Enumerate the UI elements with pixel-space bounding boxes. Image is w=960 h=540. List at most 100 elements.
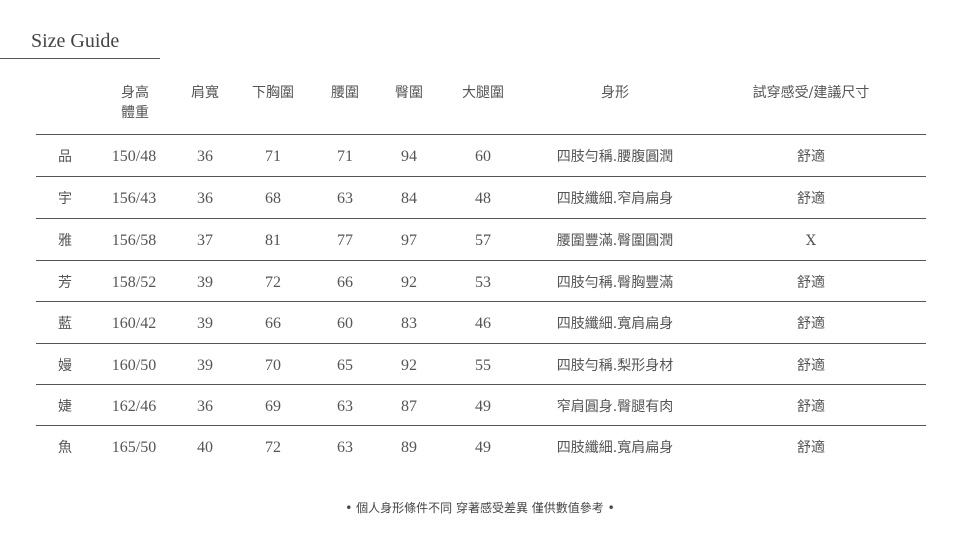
cell-underbust: 72: [265, 274, 281, 291]
cell-shoulder: 39: [197, 274, 213, 291]
cell-thigh: 49: [475, 398, 491, 415]
cell-fit: 舒適: [797, 149, 825, 165]
cell-fit: 舒適: [797, 275, 825, 291]
table-row: 嫚 160/50 39 70 65 92 55 四肢勻稱.梨形身材 舒適: [0, 356, 960, 376]
cell-name: 宇: [58, 191, 72, 207]
cell-name: 婕: [58, 399, 72, 415]
cell-underbust: 70: [265, 357, 281, 374]
cell-underbust: 71: [265, 148, 281, 165]
cell-thigh: 53: [475, 274, 491, 291]
cell-fit: 舒適: [797, 399, 825, 415]
row-divider: [36, 134, 926, 135]
header-thigh: 大腿圍: [462, 85, 504, 101]
cell-shape: 四肢勻稱.臀胸豐滿: [556, 275, 674, 291]
cell-hip: 94: [401, 148, 417, 165]
cell-shape: 四肢勻稱.腰腹圓潤: [556, 149, 674, 165]
cell-hip: 87: [401, 398, 417, 415]
cell-fit: 舒適: [797, 316, 825, 332]
cell-name: 藍: [58, 316, 72, 332]
cell-thigh: 48: [475, 190, 491, 207]
cell-waist: 63: [337, 398, 353, 415]
cell-hip: 83: [401, 315, 417, 332]
cell-hw: 158/52: [111, 274, 157, 291]
cell-fit: X: [806, 233, 816, 249]
row-divider: [36, 384, 926, 385]
cell-underbust: 66: [265, 315, 281, 332]
row-divider: [36, 425, 926, 426]
cell-hip: 97: [401, 232, 417, 249]
cell-shoulder: 39: [197, 357, 213, 374]
cell-hw: 156/43: [111, 190, 157, 207]
cell-fit: 舒適: [797, 358, 825, 374]
row-divider: [36, 260, 926, 261]
row-divider: [36, 218, 926, 219]
cell-shoulder: 36: [197, 190, 213, 207]
cell-hip: 92: [401, 274, 417, 291]
cell-shape: 四肢纖細.寬肩扁身: [556, 440, 674, 456]
cell-hw: 150/48: [111, 148, 157, 165]
cell-fit: 舒適: [797, 191, 825, 207]
cell-thigh: 55: [475, 357, 491, 374]
row-divider: [36, 343, 926, 344]
cell-thigh: 49: [475, 439, 491, 456]
cell-name: 魚: [58, 440, 72, 456]
row-divider: [36, 176, 926, 177]
cell-fit: 舒適: [797, 440, 825, 456]
header-hip: 臀圍: [395, 85, 423, 101]
footer-note: • 個人身形條件不同 穿著感受差異 僅供數值參考 •: [345, 501, 615, 515]
cell-hip: 89: [401, 439, 417, 456]
cell-shape: 腰圍豐滿.臀圍圓潤: [556, 233, 674, 249]
cell-thigh: 57: [475, 232, 491, 249]
header-weight: 體重: [121, 105, 149, 121]
cell-waist: 60: [337, 315, 353, 332]
header-fit: 試穿感受/建議尺寸: [752, 85, 870, 101]
table-row: 品 150/48 36 71 71 94 60 四肢勻稱.腰腹圓潤 舒適: [0, 147, 960, 167]
cell-thigh: 46: [475, 315, 491, 332]
cell-underbust: 68: [265, 190, 281, 207]
title-underline: [0, 58, 160, 59]
cell-hw: 165/50: [111, 439, 157, 456]
cell-underbust: 72: [265, 439, 281, 456]
cell-waist: 63: [337, 439, 353, 456]
cell-name: 品: [58, 149, 72, 165]
cell-shoulder: 40: [197, 439, 213, 456]
cell-waist: 66: [337, 274, 353, 291]
header-waist: 腰圍: [331, 85, 359, 101]
cell-hw: 162/46: [111, 398, 157, 415]
cell-shoulder: 37: [197, 232, 213, 249]
row-divider: [36, 301, 926, 302]
cell-name: 雅: [58, 233, 72, 249]
header-underbust: 下胸圍: [252, 85, 294, 101]
header-height-weight: 身高 體重: [121, 83, 149, 123]
cell-waist: 65: [337, 357, 353, 374]
cell-hw: 160/50: [111, 357, 157, 374]
header-body-shape: 身形: [601, 85, 629, 101]
cell-hw: 160/42: [111, 315, 157, 332]
table-row: 婕 162/46 36 69 63 87 49 窄肩圓身.臀腿有肉 舒適: [0, 397, 960, 417]
cell-name: 芳: [58, 275, 72, 291]
cell-waist: 63: [337, 190, 353, 207]
cell-underbust: 69: [265, 398, 281, 415]
table-row: 藍 160/42 39 66 60 83 46 四肢纖細.寬肩扁身 舒適: [0, 314, 960, 334]
cell-hip: 92: [401, 357, 417, 374]
cell-waist: 77: [337, 232, 353, 249]
cell-shape: 四肢纖細.窄肩扁身: [556, 191, 674, 207]
cell-waist: 71: [337, 148, 353, 165]
cell-thigh: 60: [475, 148, 491, 165]
cell-shoulder: 36: [197, 148, 213, 165]
cell-hip: 84: [401, 190, 417, 207]
table-row: 芳 158/52 39 72 66 92 53 四肢勻稱.臀胸豐滿 舒適: [0, 273, 960, 293]
header-height: 身高: [121, 85, 149, 101]
cell-shape: 四肢纖細.寬肩扁身: [556, 316, 674, 332]
cell-hw: 156/58: [111, 232, 157, 249]
table-row: 魚 165/50 40 72 63 89 49 四肢纖細.寬肩扁身 舒適: [0, 438, 960, 458]
cell-shoulder: 39: [197, 315, 213, 332]
cell-name: 嫚: [58, 358, 72, 374]
cell-shape: 窄肩圓身.臀腿有肉: [556, 399, 674, 415]
table-row: 宇 156/43 36 68 63 84 48 四肢纖細.窄肩扁身 舒適: [0, 189, 960, 209]
table-row: 雅 156/58 37 81 77 97 57 腰圍豐滿.臀圍圓潤 X: [0, 231, 960, 251]
cell-shape: 四肢勻稱.梨形身材: [556, 358, 674, 374]
header-shoulder: 肩寬: [191, 85, 219, 101]
cell-underbust: 81: [265, 232, 281, 249]
cell-shoulder: 36: [197, 398, 213, 415]
